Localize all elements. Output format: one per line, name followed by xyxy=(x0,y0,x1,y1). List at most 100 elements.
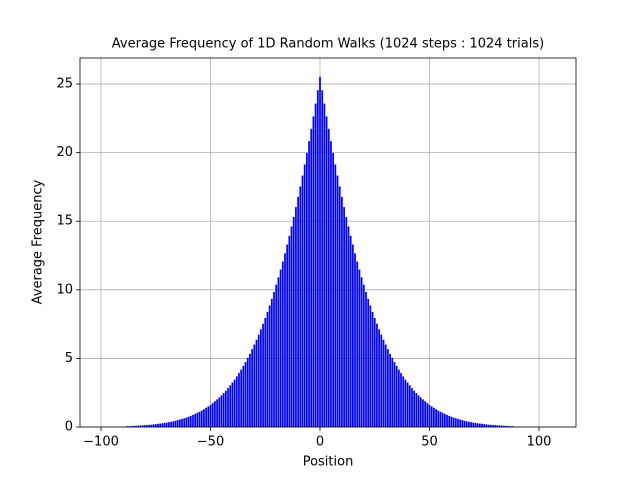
bar xyxy=(209,404,212,427)
bar xyxy=(143,425,146,427)
bar xyxy=(476,423,479,427)
bar xyxy=(255,339,258,427)
y-tick-label: 10 xyxy=(56,282,73,297)
bar xyxy=(492,425,494,427)
bar xyxy=(472,422,475,427)
bar xyxy=(422,399,424,427)
bar xyxy=(290,226,293,427)
bar xyxy=(308,141,310,428)
bar xyxy=(411,388,413,427)
bar xyxy=(301,175,304,427)
bar xyxy=(474,422,477,427)
bar xyxy=(251,349,253,427)
bar xyxy=(159,423,162,427)
bar xyxy=(507,426,510,427)
bar xyxy=(478,423,481,427)
bar xyxy=(168,422,170,427)
bar xyxy=(194,413,197,427)
bar xyxy=(343,207,345,427)
bar xyxy=(415,393,418,427)
bar xyxy=(240,369,243,427)
bar xyxy=(345,216,348,427)
bar xyxy=(233,379,236,427)
bar xyxy=(406,382,409,427)
bar xyxy=(496,425,499,427)
bar xyxy=(146,425,148,427)
bar xyxy=(511,426,514,427)
bar xyxy=(402,376,405,427)
bar xyxy=(231,382,234,427)
bar xyxy=(509,426,512,427)
bar xyxy=(227,388,229,427)
bar xyxy=(312,116,315,427)
bar xyxy=(452,417,455,427)
bar xyxy=(433,407,435,427)
bar xyxy=(181,418,183,427)
bar xyxy=(351,244,354,427)
bar xyxy=(323,103,326,428)
bar xyxy=(244,361,247,427)
bar xyxy=(391,357,394,427)
bar xyxy=(205,407,208,427)
bar xyxy=(128,426,131,427)
bar xyxy=(170,421,172,427)
bar xyxy=(139,425,142,427)
bar xyxy=(152,424,155,427)
bar xyxy=(196,412,199,427)
bar xyxy=(481,423,483,427)
y-tick-label: 0 xyxy=(65,420,73,435)
bar xyxy=(310,128,313,428)
bar xyxy=(163,422,166,427)
bar xyxy=(238,373,240,427)
bar xyxy=(489,424,492,427)
bar xyxy=(260,329,262,427)
bar xyxy=(443,413,446,427)
bar xyxy=(334,164,337,428)
bar xyxy=(214,401,216,427)
bar xyxy=(360,277,363,427)
bar xyxy=(441,412,444,427)
bar xyxy=(246,357,249,427)
bar xyxy=(224,390,227,427)
bar xyxy=(397,369,400,427)
bar xyxy=(211,402,214,427)
bar xyxy=(216,399,218,427)
bar xyxy=(273,292,275,427)
bar xyxy=(332,152,335,427)
y-tick-label: 25 xyxy=(56,77,73,92)
bar xyxy=(297,196,299,427)
bar xyxy=(203,409,205,427)
bar xyxy=(459,419,462,427)
bar xyxy=(235,376,238,427)
bar xyxy=(376,323,378,427)
bar xyxy=(389,353,391,427)
bar xyxy=(437,410,440,427)
bar xyxy=(183,418,186,427)
y-tick-label: 5 xyxy=(65,351,73,366)
bar xyxy=(288,235,291,427)
plot-frame xyxy=(79,57,577,428)
bar xyxy=(365,292,367,427)
bar xyxy=(404,379,407,427)
bar xyxy=(126,426,129,427)
bar xyxy=(341,196,343,427)
bar xyxy=(465,421,468,427)
bar xyxy=(319,76,321,427)
bar xyxy=(400,373,402,427)
bar xyxy=(242,365,245,427)
bar xyxy=(327,128,330,428)
bar xyxy=(141,425,144,427)
bar xyxy=(253,344,256,427)
bar xyxy=(286,244,289,427)
bar xyxy=(373,317,376,427)
bar xyxy=(369,305,372,427)
bar xyxy=(222,393,225,427)
bar xyxy=(157,423,159,427)
bar xyxy=(330,141,332,428)
bar xyxy=(367,298,370,427)
bar xyxy=(150,424,153,427)
x-tick-label: 100 xyxy=(527,435,552,450)
bar xyxy=(483,424,486,427)
bar xyxy=(264,317,267,427)
bar xyxy=(439,411,442,427)
